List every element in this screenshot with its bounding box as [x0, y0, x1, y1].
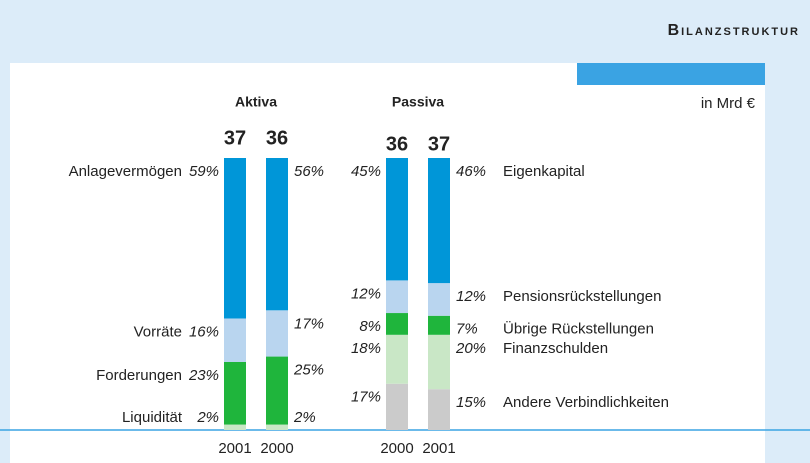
total-label: 37 — [224, 127, 246, 149]
bar-segment — [428, 334, 450, 390]
total-label: 37 — [428, 133, 450, 155]
total-label: 36 — [386, 133, 408, 155]
value-label: 12% — [351, 285, 381, 302]
bar-segment — [386, 334, 408, 384]
value-label: 12% — [456, 288, 486, 305]
bar-segment — [386, 158, 408, 281]
bar-segment — [224, 158, 246, 319]
series-name: Vorräte — [134, 323, 182, 340]
value-label: 17% — [351, 389, 381, 406]
bar-segment — [224, 318, 246, 362]
unit-note: in Mrd € — [701, 95, 756, 112]
bar-segment — [386, 383, 408, 430]
value-label: 15% — [456, 394, 486, 411]
value-label: 17% — [294, 315, 324, 332]
bar-segment — [428, 158, 450, 284]
series-name: Anlagevermögen — [69, 163, 182, 180]
year-label: 2000 — [380, 440, 413, 457]
bar-segment — [224, 424, 246, 430]
bar-segment — [266, 158, 288, 311]
series-name: Pensionsrückstellungen — [503, 288, 661, 305]
bar-segment — [266, 424, 288, 430]
group-label: Passiva — [392, 94, 444, 110]
series-name: Andere Verbindlichkeiten — [503, 394, 669, 411]
year-label: 2000 — [260, 440, 293, 457]
series-name: Übrige Rückstellungen — [503, 320, 654, 338]
value-label: 2% — [293, 409, 316, 426]
value-label: 8% — [359, 318, 381, 335]
value-label: 20% — [455, 340, 486, 357]
value-label: 7% — [456, 321, 478, 338]
series-name: Forderungen — [96, 367, 182, 384]
bar-segment — [428, 315, 450, 335]
series-name: Liquidität — [122, 409, 183, 426]
value-label: 16% — [189, 323, 219, 340]
bar-segment — [428, 283, 450, 316]
group-label: Aktiva — [235, 94, 277, 110]
series-name: Eigenkapital — [503, 163, 585, 180]
value-label: 25% — [293, 362, 324, 379]
bar-segment — [224, 362, 246, 425]
bar-segment — [266, 356, 288, 425]
header-title: Bilanzstruktur — [668, 22, 800, 39]
bar-segment — [386, 313, 408, 335]
header-bar — [577, 63, 765, 85]
value-label: 2% — [196, 409, 219, 426]
bar-segment — [266, 310, 288, 357]
series-name: Finanzschulden — [503, 340, 608, 357]
bar-segment — [386, 280, 408, 314]
year-label: 2001 — [218, 440, 251, 457]
value-label: 46% — [456, 163, 486, 180]
value-label: 56% — [294, 163, 324, 180]
value-label: 18% — [351, 340, 381, 357]
value-label: 45% — [351, 163, 381, 180]
total-label: 36 — [266, 127, 288, 149]
year-label: 2001 — [422, 440, 455, 457]
value-label: 59% — [189, 163, 219, 180]
value-label: 23% — [188, 367, 219, 384]
bar-segment — [428, 389, 450, 430]
